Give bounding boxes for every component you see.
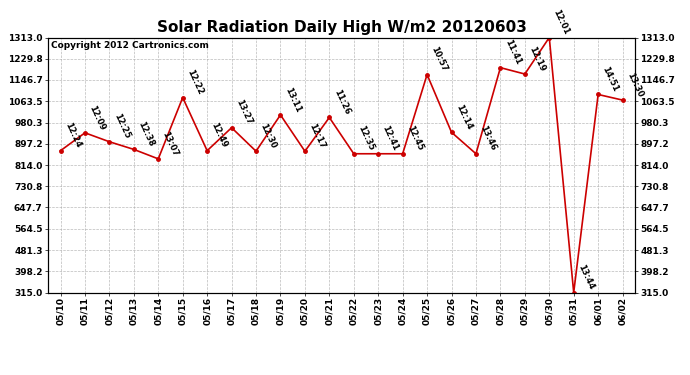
Text: 12:49: 12:49 xyxy=(210,122,229,149)
Text: 13:27: 13:27 xyxy=(234,99,253,126)
Text: 12:45: 12:45 xyxy=(405,124,424,153)
Text: 12:24: 12:24 xyxy=(63,121,83,149)
Text: 12:35: 12:35 xyxy=(356,124,375,153)
Text: 14:51: 14:51 xyxy=(600,65,620,93)
Text: 12:41: 12:41 xyxy=(381,124,400,153)
Text: 12:09: 12:09 xyxy=(88,104,107,132)
Text: 12:38: 12:38 xyxy=(137,120,156,148)
Title: Solar Radiation Daily High W/m2 20120603: Solar Radiation Daily High W/m2 20120603 xyxy=(157,20,526,35)
Text: 12:01: 12:01 xyxy=(552,8,571,36)
Text: 13:07: 13:07 xyxy=(161,130,180,158)
Text: Copyright 2012 Cartronics.com: Copyright 2012 Cartronics.com xyxy=(51,41,209,50)
Text: 12:30: 12:30 xyxy=(259,122,278,150)
Text: 12:22: 12:22 xyxy=(185,68,205,96)
Text: 13:46: 13:46 xyxy=(478,124,498,153)
Text: 12:19: 12:19 xyxy=(527,45,546,73)
Text: 11:26: 11:26 xyxy=(332,88,351,116)
Text: 12:17: 12:17 xyxy=(307,122,327,150)
Text: 12:25: 12:25 xyxy=(112,112,131,141)
Text: 11:41: 11:41 xyxy=(503,38,522,66)
Text: 10:57: 10:57 xyxy=(429,45,449,73)
Text: 13:44: 13:44 xyxy=(576,263,595,291)
Text: 13:30: 13:30 xyxy=(625,71,644,99)
Text: 12:14: 12:14 xyxy=(454,103,473,131)
Text: 13:11: 13:11 xyxy=(283,86,302,114)
